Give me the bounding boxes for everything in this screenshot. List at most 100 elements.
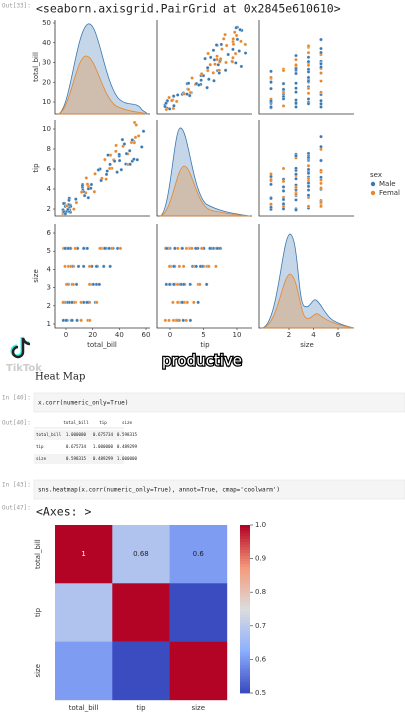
scatter-dot [231, 47, 235, 52]
x-tick-label: 0 [64, 331, 68, 339]
scatter-dot [167, 264, 172, 269]
scatter-dot [67, 198, 71, 203]
scatter-dot [185, 300, 190, 305]
colorbar-segment [240, 558, 250, 562]
scatter-dot [218, 57, 223, 61]
colorbar-segment [240, 597, 250, 601]
y-tick-label: 10 [42, 98, 51, 106]
scatter-dot [319, 102, 323, 106]
code-cell[interactable] [33, 479, 405, 500]
scatter-dot [112, 159, 117, 163]
scatter-dot [294, 177, 298, 181]
scatter-dot [172, 264, 176, 269]
scatter-dot [127, 148, 132, 153]
scatter-dot [172, 104, 176, 108]
table-cell: 0.675734 [93, 432, 114, 437]
scatter-dot [72, 207, 76, 211]
scatter-dot [281, 97, 286, 101]
scatter-dot [319, 200, 323, 204]
tiktok-logo [10, 336, 31, 359]
scatter-dot [186, 87, 191, 92]
colorbar-segment [240, 659, 250, 663]
scatter-dot [306, 44, 311, 48]
scatter-dot [101, 264, 106, 269]
x-tick-label: 5 [201, 331, 205, 339]
y-tick-label: 2 [47, 205, 51, 213]
heatmap-cell [169, 525, 228, 584]
scatter-dot [207, 77, 211, 81]
colorbar-segment [240, 550, 250, 554]
scatter-dot [281, 68, 286, 73]
scatter-dot [63, 264, 67, 269]
heatmap-cell [55, 641, 113, 701]
scatter-dot [306, 204, 311, 209]
scatter-dot [306, 171, 311, 175]
x-tick-label: 10 [233, 331, 242, 339]
scatter-dot [65, 282, 69, 287]
scatter-dot [89, 182, 94, 187]
table-cell: 0.489299 [93, 456, 114, 461]
scatter-dot [63, 212, 68, 216]
y-tick-label: 2 [47, 302, 51, 310]
scatter-dot [199, 78, 203, 82]
scatter-dot [79, 318, 83, 323]
colorbar-segment [240, 628, 250, 632]
scatter-dot [105, 169, 109, 173]
scatter-dot [306, 86, 311, 91]
scatter-dot [188, 282, 192, 287]
scatter-dot [74, 282, 79, 287]
scatter-dot [182, 92, 186, 96]
colorbar-segment [240, 536, 250, 540]
scatter-dot [84, 176, 89, 180]
scatter-dot [319, 105, 323, 109]
scatter-dot [188, 318, 193, 323]
scatter-dot [164, 107, 169, 112]
scatter-dot [108, 264, 112, 269]
scatter-dot [74, 200, 79, 205]
scatter-dot [319, 204, 323, 208]
scatter-dot [172, 282, 176, 287]
scatter-dot [87, 282, 92, 287]
scatter-dot [181, 264, 186, 269]
scatter-dot [269, 69, 273, 74]
scatter-dot [294, 63, 298, 67]
colorbar-label: 0.6 [255, 655, 267, 663]
colorbar-label: 0.5 [255, 689, 266, 697]
colorbar-segment [240, 586, 250, 590]
scatter-dot [243, 51, 248, 55]
logo-shape [11, 337, 31, 359]
scatter-dot [269, 105, 273, 109]
scatter-dot [226, 52, 230, 57]
y-tick-label: 30 [42, 59, 51, 67]
y-tick-label: 4 [47, 265, 52, 273]
colorbar-segment [240, 569, 250, 573]
scatter-dot [134, 123, 138, 127]
colorbar-segment [240, 595, 250, 599]
x-tick-label: 0 [168, 331, 172, 339]
scatter-dot [94, 300, 99, 305]
colorbar-segment [240, 553, 250, 557]
scatter-dot [306, 181, 311, 185]
row-header: tip [36, 444, 44, 449]
scatter-dot [269, 75, 273, 80]
scatter-dot [319, 175, 323, 180]
scatter-dot [214, 43, 219, 47]
scatter-dot [180, 246, 185, 251]
code-cell[interactable] [33, 392, 405, 413]
scatter-dot [294, 86, 298, 90]
scatter-dot [239, 64, 244, 69]
scatter-dot [205, 85, 209, 90]
scatter-dot [175, 318, 179, 323]
colorbar-segment [240, 670, 250, 674]
scatter-dot [74, 197, 78, 201]
scatter-dot [173, 246, 177, 251]
scatter-dot [91, 282, 96, 287]
scatter-dot [174, 99, 179, 104]
scatter-dot [294, 90, 298, 94]
scatter-dot [238, 27, 242, 32]
scatter-dot [73, 246, 78, 251]
colorbar-segment [240, 555, 250, 559]
row-header: size [36, 456, 47, 461]
y-tick-label: size [34, 664, 42, 678]
